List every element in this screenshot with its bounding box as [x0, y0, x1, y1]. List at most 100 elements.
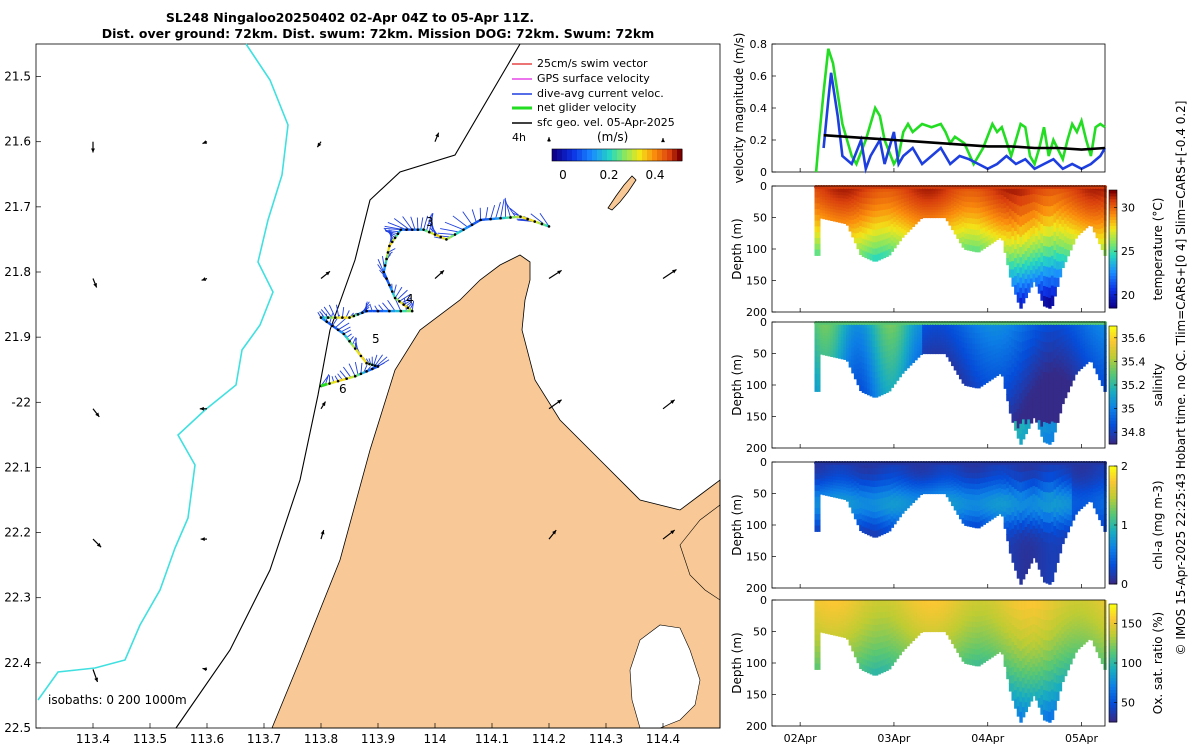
- temperature-section-cell: [932, 201, 937, 205]
- salinity-section-cell: [1014, 376, 1018, 386]
- salinity-section-cell: [822, 324, 826, 329]
- salinity-section-cell: [956, 335, 960, 341]
- chla-section-cell: [817, 519, 821, 527]
- geo-vector-head: [552, 530, 557, 535]
- salinity-section-cell: [859, 344, 863, 352]
- salinity-section-cell: [911, 328, 916, 333]
- salinity-section-cell: [872, 347, 876, 354]
- salinity-section-cell: [969, 343, 973, 350]
- chla-section-cell: [961, 512, 965, 519]
- salinity-section-cell: [1016, 360, 1021, 371]
- chla-section-cell: [1040, 557, 1044, 568]
- temperature-section-cell: [1087, 222, 1092, 226]
- salinity-section-ytick-label: 200: [746, 442, 767, 455]
- salinity-section-cell: [1021, 390, 1026, 401]
- temperature-section-cell: [856, 222, 860, 229]
- salinity-section-cell: [872, 372, 876, 379]
- salinity-section-cell: [1074, 335, 1078, 340]
- chla-section-cell: [869, 529, 874, 537]
- salinity-section-cell: [935, 329, 939, 334]
- temperature-section-cell: [846, 218, 850, 223]
- salinity-section-cell: [951, 350, 955, 356]
- temperature-section-cell: [861, 197, 866, 205]
- salinity-section-ytick-label: 100: [746, 379, 767, 392]
- temperature-section-cell: [864, 209, 868, 217]
- temperature-section-cell: [867, 192, 871, 199]
- dive-avg-vector: [399, 293, 411, 302]
- temperature-section-cell: [1024, 269, 1029, 280]
- chla-section-cell: [814, 513, 818, 521]
- temperature-section-cell: [945, 209, 950, 213]
- geo-vector-arrow: [320, 529, 325, 540]
- salinity-section-cell: [872, 328, 876, 336]
- salinity-section-cell: [1045, 362, 1050, 374]
- salinity-section-cell: [995, 357, 1000, 363]
- salinity-section-cell: [901, 347, 905, 353]
- salinity-section-cell: [927, 335, 931, 339]
- salinity-section-cell: [974, 327, 979, 334]
- salinity-section-cell: [853, 373, 858, 380]
- temperature-section-cell: [906, 201, 910, 206]
- salinity-section-cell: [874, 390, 879, 398]
- salinity-section-cell: [906, 348, 910, 354]
- temperature-section-cell: [1050, 295, 1055, 307]
- salinity-section-cell: [948, 331, 952, 336]
- temperature-section-cell: [1061, 240, 1065, 248]
- chla-section-cell: [848, 476, 853, 482]
- chla-section-cell: [924, 485, 929, 489]
- salinity-section-cell: [1077, 362, 1081, 368]
- temperature-section-cell: [916, 209, 921, 213]
- chla-section-cell: [1071, 481, 1076, 487]
- salinity-section-cell: [890, 327, 895, 334]
- salinity-section-cell: [922, 332, 926, 336]
- chla-section-cell: [1056, 553, 1060, 563]
- temperature-section-cell: [930, 196, 934, 200]
- salinity-section-cell: [1035, 388, 1039, 398]
- salinity-section-cell: [932, 332, 937, 336]
- salinity-section-cell: [961, 327, 965, 333]
- chla-section-cell: [838, 489, 842, 493]
- salinity-section-cell: [979, 375, 984, 382]
- temperature-section-cell: [1053, 268, 1057, 279]
- salinity-section-cell: [867, 334, 871, 341]
- dive-avg-vector: [394, 286, 403, 299]
- chla-section-cell: [1074, 466, 1078, 472]
- temperature-section-cell: [861, 215, 866, 222]
- temperature-section-cell: [966, 233, 971, 240]
- chla-section-cell: [822, 483, 826, 488]
- temperature-section-cell: [969, 191, 973, 198]
- chla-section-cell: [1048, 553, 1052, 565]
- temperature-section-cell: [1006, 205, 1010, 213]
- temperature-section-cell: [993, 208, 997, 215]
- salinity-section-colorbar-tick-label: 35.4: [1121, 355, 1146, 368]
- salinity-section-cell: [1029, 347, 1034, 357]
- chla-section-cell: [885, 497, 889, 504]
- temperature-section-cell: [943, 207, 947, 211]
- temperature-section-cell: [817, 197, 821, 204]
- salinity-section-cell: [859, 361, 863, 369]
- salinity-section-cell: [995, 344, 1000, 350]
- chla-section-cell: [1040, 500, 1044, 511]
- temperature-section-cell: [1069, 239, 1073, 246]
- salinity-section-cell: [1042, 431, 1047, 443]
- temperature-section-cell: [990, 190, 994, 197]
- temperature-section-cell: [922, 193, 926, 198]
- salinity-section-cell: [995, 339, 1000, 345]
- salinity-section-cell: [1042, 421, 1047, 433]
- dive-avg-vector: [343, 329, 351, 335]
- salinity-section-colorbar-cell: [1109, 426, 1117, 430]
- temperature-section-cell: [1085, 220, 1089, 225]
- geo-vector-arrow: [661, 138, 665, 143]
- temperature-section-colorbar-cell: [1109, 234, 1117, 238]
- chla-section-cell: [1079, 504, 1084, 509]
- salinity-section-cell: [898, 367, 902, 373]
- temperature-section-cell: [930, 199, 934, 203]
- chla-section-cell: [838, 471, 842, 475]
- temperature-section-cell: [1040, 262, 1044, 273]
- geo-vector-arrow: [92, 278, 98, 288]
- chla-section-cell: [948, 478, 952, 483]
- temperature-section-cell: [922, 199, 926, 203]
- temperature-section-cell: [961, 191, 965, 197]
- temperature-section-cell: [1014, 258, 1018, 268]
- chla-section-cell: [1003, 473, 1007, 480]
